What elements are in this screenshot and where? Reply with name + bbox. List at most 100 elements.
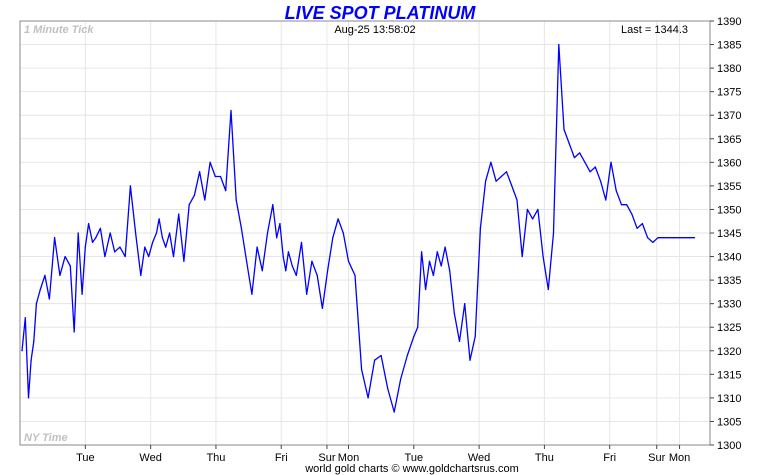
price-point <box>641 222 643 225</box>
price-point <box>183 260 185 262</box>
price-point <box>230 109 232 112</box>
price-point <box>95 237 97 239</box>
price-point <box>256 246 258 248</box>
price-point <box>367 397 369 399</box>
price-point <box>84 246 86 248</box>
price-point <box>657 237 659 239</box>
price-point <box>458 340 461 342</box>
price-point <box>64 255 66 258</box>
x-tick-label: Sur <box>318 452 335 464</box>
price-point <box>104 255 106 258</box>
footer-credit: world gold charts © www.goldchartsrus.co… <box>304 463 519 475</box>
price-point <box>428 260 431 262</box>
price-point <box>374 359 376 361</box>
price-point <box>424 288 427 291</box>
series-group <box>21 43 696 413</box>
last-price-label: Last = 1344.3 <box>621 24 688 36</box>
price-point <box>479 227 482 229</box>
x-tick-label: Mon <box>669 452 690 464</box>
price-point <box>135 232 137 234</box>
price-point <box>646 237 649 239</box>
price-point <box>148 255 150 258</box>
price-point <box>199 171 201 173</box>
price-point <box>316 274 318 276</box>
y-tick-label: 1330 <box>717 299 741 311</box>
price-point <box>30 359 32 361</box>
price-point <box>188 204 190 206</box>
price-point <box>152 241 154 244</box>
price-point <box>610 161 612 163</box>
price-point <box>605 199 607 201</box>
price-point <box>287 251 290 253</box>
price-point <box>500 175 502 178</box>
price-point <box>282 255 284 258</box>
price-point <box>165 246 167 248</box>
price-point <box>436 251 438 253</box>
price-point <box>360 369 363 371</box>
price-point <box>73 331 75 333</box>
price-point <box>537 208 539 211</box>
price-point <box>615 190 617 192</box>
price-point <box>306 293 308 295</box>
price-point <box>532 218 534 220</box>
y-tick-label: 1315 <box>717 369 741 381</box>
price-point <box>337 218 339 220</box>
price-point <box>225 190 227 192</box>
price-point <box>44 274 46 276</box>
timestamp-label: Aug-25 13:58:02 <box>334 24 415 36</box>
price-point <box>413 336 415 338</box>
y-tick-label: 1390 <box>717 16 741 28</box>
price-point <box>552 232 555 234</box>
price-point <box>327 270 329 272</box>
price-point <box>444 246 446 248</box>
price-point <box>276 237 278 239</box>
price-point <box>417 326 419 328</box>
price-point <box>511 185 513 187</box>
price-point <box>673 237 675 239</box>
price-point <box>161 237 163 239</box>
price-point <box>521 255 523 258</box>
price-point <box>584 161 586 163</box>
price-point <box>266 232 269 234</box>
price-point <box>573 157 576 159</box>
price-point <box>406 354 408 357</box>
price-point <box>693 237 696 239</box>
price-point <box>39 288 41 291</box>
y-tick-label: 1365 <box>717 134 741 146</box>
price-point <box>99 227 101 229</box>
y-tick-label: 1340 <box>717 252 741 264</box>
price-point <box>21 350 23 352</box>
price-point <box>178 213 180 215</box>
x-tick-label: Tue <box>405 452 424 464</box>
x-tick-label: Mon <box>338 452 359 464</box>
price-point <box>589 171 591 173</box>
price-point <box>505 171 508 173</box>
x-axis: Tue Wed Thu Fri Sur Mon Tue Wed Thu Fri Sur Mon <box>76 445 690 464</box>
price-point <box>440 265 442 267</box>
x-tick-label: Thu <box>206 452 225 464</box>
x-tick-label: Fri <box>603 452 616 464</box>
price-point <box>140 274 142 276</box>
price-series-line <box>21 43 695 413</box>
y-tick-label: 1300 <box>717 440 741 452</box>
price-point <box>667 237 670 239</box>
price-point <box>272 204 274 206</box>
price-point <box>321 307 323 309</box>
grid <box>20 20 710 446</box>
price-point <box>347 260 350 262</box>
price-point <box>332 237 334 239</box>
price-point <box>168 232 171 234</box>
price-point <box>158 218 160 220</box>
y-tick-label: 1370 <box>717 110 741 122</box>
price-point <box>251 293 253 295</box>
price-point <box>235 199 237 201</box>
price-point <box>652 241 654 244</box>
price-point <box>193 194 195 196</box>
price-point <box>300 241 303 244</box>
price-point <box>54 237 56 239</box>
price-point <box>387 387 389 390</box>
chart-title: LIVE SPOT PLATINUM <box>285 3 477 23</box>
price-point <box>688 237 690 239</box>
price-point <box>495 180 497 182</box>
